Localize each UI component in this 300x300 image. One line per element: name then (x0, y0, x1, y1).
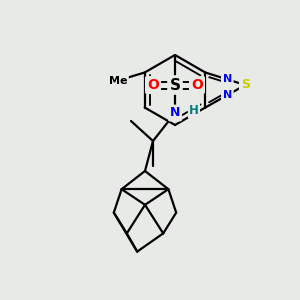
Text: O: O (191, 78, 203, 92)
Text: N: N (170, 106, 180, 119)
Text: Me: Me (109, 76, 127, 85)
Text: N: N (223, 74, 232, 84)
Text: S: S (241, 79, 250, 92)
Text: O: O (147, 78, 159, 92)
Text: S: S (169, 77, 181, 92)
Text: N: N (223, 90, 232, 100)
Text: H: H (189, 104, 199, 118)
